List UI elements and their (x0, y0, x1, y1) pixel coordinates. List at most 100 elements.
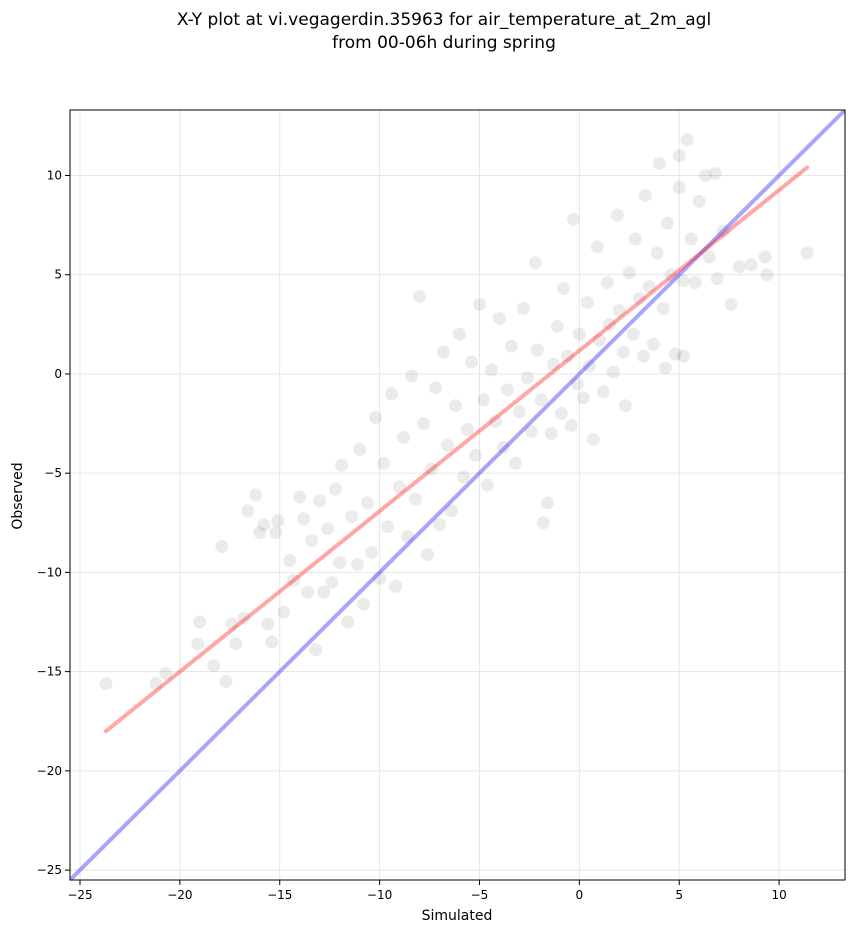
data-point (385, 387, 399, 401)
data-point (341, 615, 355, 629)
data-point (219, 675, 233, 689)
data-point (99, 677, 113, 691)
data-point (800, 246, 814, 260)
data-point (680, 133, 694, 147)
data-point (652, 157, 666, 171)
data-point (425, 462, 439, 476)
data-point (409, 492, 423, 506)
y-tick-label: −5 (44, 466, 62, 480)
data-point (638, 188, 652, 202)
data-points (99, 133, 814, 691)
data-point (377, 456, 391, 470)
data-point (664, 268, 678, 282)
data-point (636, 349, 650, 363)
data-point (524, 424, 538, 438)
data-point (373, 571, 387, 585)
y-tick-label: −25 (37, 863, 62, 877)
data-point (616, 345, 630, 359)
data-point (476, 393, 490, 407)
data-point (261, 617, 275, 631)
data-point (335, 458, 349, 472)
data-point (193, 615, 207, 629)
data-point (528, 256, 542, 270)
data-point (433, 518, 447, 532)
data-point (460, 423, 474, 437)
data-point (484, 363, 498, 377)
x-tick-label: 0 (576, 888, 584, 902)
data-point (758, 250, 772, 264)
data-point (480, 478, 494, 492)
x-axis-label: Simulated (422, 908, 493, 924)
data-point (556, 282, 570, 296)
data-point (351, 557, 365, 571)
data-point (676, 349, 690, 363)
data-point (592, 333, 606, 347)
data-point (225, 617, 239, 631)
data-point (283, 553, 297, 567)
data-point (656, 301, 670, 315)
data-point (516, 301, 530, 315)
data-point (698, 168, 712, 182)
data-point (672, 180, 686, 194)
data-point (676, 274, 690, 288)
data-point (241, 504, 255, 518)
data-point (309, 643, 323, 657)
data-point (488, 415, 502, 429)
data-point (540, 496, 554, 510)
data-point (237, 611, 251, 625)
data-point (504, 339, 518, 353)
data-point (437, 345, 451, 359)
data-point (329, 482, 343, 496)
data-point (572, 327, 586, 341)
data-point (301, 585, 315, 599)
data-point (684, 232, 698, 246)
data-point (277, 605, 291, 619)
data-point (508, 456, 522, 470)
data-point (389, 579, 403, 593)
data-point (732, 260, 746, 274)
data-point (760, 268, 774, 282)
data-point (249, 488, 263, 502)
data-point (429, 381, 443, 395)
x-tick-label: −25 (67, 888, 92, 902)
data-point (413, 290, 427, 304)
data-point (149, 677, 163, 691)
data-point (546, 357, 560, 371)
data-point (580, 296, 594, 309)
x-axis-ticks: −25 −20 −15 −10 −5 0 5 10 (67, 880, 787, 902)
data-point (672, 149, 686, 163)
y-tick-label: 5 (54, 268, 62, 282)
data-point (305, 534, 319, 548)
data-point (401, 530, 415, 544)
data-point (191, 637, 205, 651)
data-point (536, 516, 550, 530)
data-point (321, 522, 335, 536)
data-point (353, 442, 367, 456)
data-point (650, 246, 664, 260)
data-point (530, 343, 544, 357)
data-point (365, 546, 379, 560)
data-point (265, 635, 279, 649)
data-point (257, 518, 271, 532)
data-point (357, 597, 371, 611)
data-point (708, 167, 722, 181)
data-point (590, 240, 604, 254)
data-point (472, 297, 486, 311)
data-point (618, 399, 632, 413)
data-point (287, 573, 301, 587)
x-tick-label: −15 (267, 888, 292, 902)
data-point (596, 385, 610, 399)
data-point (626, 327, 640, 341)
data-point (297, 512, 311, 526)
data-point (622, 266, 636, 280)
x-tick-label: 10 (771, 888, 786, 902)
y-tick-label: 0 (54, 367, 62, 381)
data-point (564, 419, 578, 433)
data-point (512, 405, 526, 419)
data-point (688, 276, 702, 290)
data-point (702, 250, 716, 264)
chart-title-line-2: from 00-06h during spring (332, 33, 556, 53)
data-point (456, 470, 470, 484)
data-point (612, 303, 626, 317)
data-point (554, 407, 568, 421)
